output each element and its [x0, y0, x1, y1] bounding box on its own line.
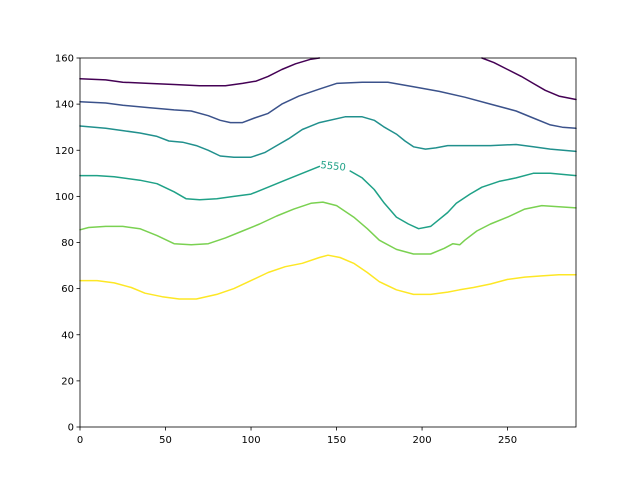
x-axis-ticks: 0 50 100 150 200 250	[77, 427, 517, 446]
contour-line-2	[481, 57, 577, 101]
contour-line-7	[79, 201, 577, 255]
contour-line-6	[349, 170, 577, 230]
contour-line-5	[79, 165, 321, 201]
y-tick-label: 160	[55, 54, 74, 65]
contour-label-1: 5550	[320, 160, 346, 174]
y-tick-label: 140	[55, 100, 74, 111]
y-tick-label: 0	[68, 423, 74, 434]
y-axis-ticks: 0 20 40 60 80 100 120 140 160	[55, 54, 80, 434]
contour-lines	[79, 57, 577, 300]
contour-line-4	[79, 116, 577, 158]
contour-line-8	[79, 254, 577, 300]
y-tick-label: 80	[61, 238, 74, 249]
y-tick-label: 100	[55, 192, 74, 203]
y-tick-label: 20	[61, 376, 74, 387]
contour-line-1	[79, 57, 321, 87]
x-tick-label: 0	[77, 435, 83, 446]
x-tick-label: 100	[241, 435, 260, 446]
y-tick-label: 120	[55, 146, 74, 157]
x-tick-label: 200	[413, 435, 432, 446]
x-tick-label: 50	[159, 435, 172, 446]
y-tick-label: 60	[61, 284, 74, 295]
y-tick-label: 40	[61, 330, 74, 341]
contour-labels: 5550	[320, 160, 346, 174]
x-tick-label: 250	[498, 435, 517, 446]
x-tick-label: 150	[327, 435, 346, 446]
contour-line-3	[79, 81, 577, 130]
